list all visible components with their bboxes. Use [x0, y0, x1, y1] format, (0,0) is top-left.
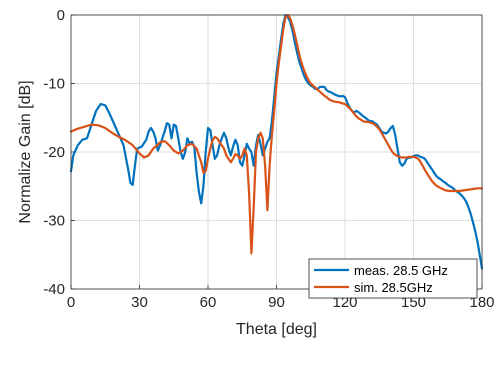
y-tick-label: -20: [43, 144, 65, 161]
legend-label: sim. 28.5GHz: [354, 280, 433, 295]
legend-box: [308, 258, 478, 299]
x-tick-label: 60: [200, 294, 217, 311]
x-tick-label: 90: [268, 294, 285, 311]
x-axis-label: Theta [deg]: [236, 321, 317, 338]
x-tick-label: 30: [131, 294, 148, 311]
legend-label: meas. 28.5 GHz: [354, 263, 448, 278]
series-layer: [69, 13, 484, 270]
y-tick-label: 0: [57, 7, 65, 24]
series-line-1: [69, 13, 484, 270]
y-axis-label: Normalize Gain [dB]: [17, 80, 34, 223]
y-tick-label: -40: [43, 281, 65, 298]
y-tick-label: -30: [43, 213, 65, 230]
series-line-2: [69, 13, 484, 255]
legend: meas. 28.5 GHz sim. 28.5GHz: [308, 258, 478, 299]
x-tick-label: 0: [67, 294, 75, 311]
plot-frame: [70, 14, 483, 290]
tick-labels: 0 30 60 90 120 150 180-40-30-20-100: [43, 7, 494, 311]
y-tick-label: -10: [43, 76, 65, 93]
